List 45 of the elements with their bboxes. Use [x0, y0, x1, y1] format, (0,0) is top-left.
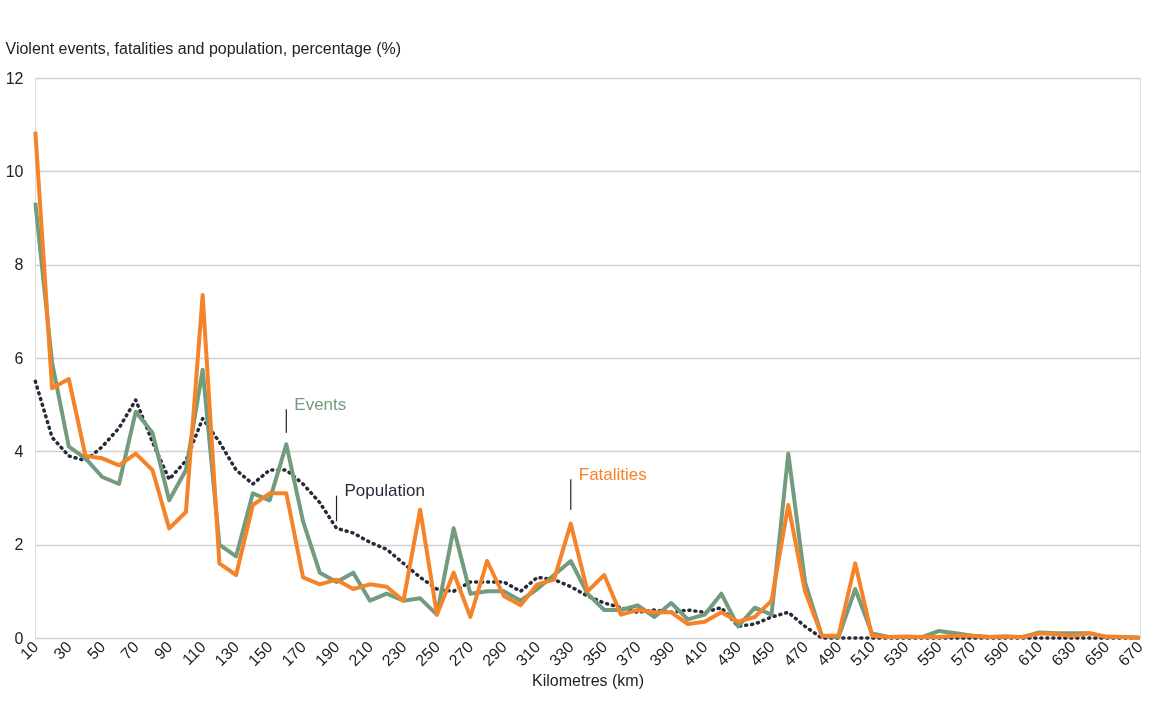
x-tick-label: 450	[746, 638, 778, 670]
x-tick-label: 130	[211, 638, 243, 670]
x-tick-label: 30	[50, 638, 76, 663]
series-label: Population	[344, 481, 425, 500]
x-tick-label: 470	[780, 638, 812, 670]
x-tick-label: 630	[1047, 638, 1079, 670]
y-tick-label: 10	[5, 162, 24, 180]
text: Fatalities	[578, 464, 647, 484]
x-tick-label: 230	[378, 638, 410, 670]
y-tick-label: 4	[14, 442, 24, 460]
x-tick-label: 270	[445, 638, 477, 670]
x-tick-label: 250	[412, 638, 444, 670]
x-tick-label: 510	[847, 638, 879, 670]
series-label: Events	[294, 394, 347, 414]
x-tick-label: 350	[579, 638, 611, 670]
x-tick-label: 610	[1014, 638, 1046, 670]
x-tick-label: 490	[813, 638, 845, 670]
x-tick-label: 410	[679, 638, 711, 670]
x-tick-label: 170	[278, 638, 310, 670]
x-tick-label: 190	[311, 638, 343, 670]
x-tick-label: 50	[83, 638, 109, 663]
x-tick-label: 330	[546, 638, 577, 670]
x-tick-label: 150	[244, 638, 276, 670]
y-tick-label: 8	[14, 256, 24, 274]
y-tick-label: 6	[14, 349, 24, 367]
x-tick-label: 110	[178, 638, 209, 669]
x-tick-label: 530	[880, 638, 912, 670]
y-tick-label: 12	[5, 69, 24, 87]
x-axis-title: Kilometres (km)	[531, 672, 645, 690]
x-tick-label: 90	[150, 638, 176, 663]
x-tick-label: 550	[914, 638, 946, 670]
x-tick-label: 590	[981, 638, 1013, 670]
x-tick-label: 70	[117, 638, 142, 663]
x-tick-label: 570	[947, 638, 979, 670]
x-tick-label: 670	[1114, 638, 1146, 670]
x-tick-label: 290	[479, 638, 511, 670]
x-tick-label: 650	[1081, 638, 1113, 670]
x-tick-label: 210	[345, 638, 377, 670]
x-tick-label: 310	[512, 638, 544, 670]
x-tick-label: 430	[713, 638, 745, 670]
x-tick-label: 390	[646, 638, 678, 670]
y-axis-title: Violent events, fatalities and population, percentage (%)	[5, 39, 402, 57]
y-tick-label: 2	[14, 536, 24, 554]
x-tick-label: 370	[612, 638, 644, 670]
y-tick-label: 0	[14, 629, 24, 647]
